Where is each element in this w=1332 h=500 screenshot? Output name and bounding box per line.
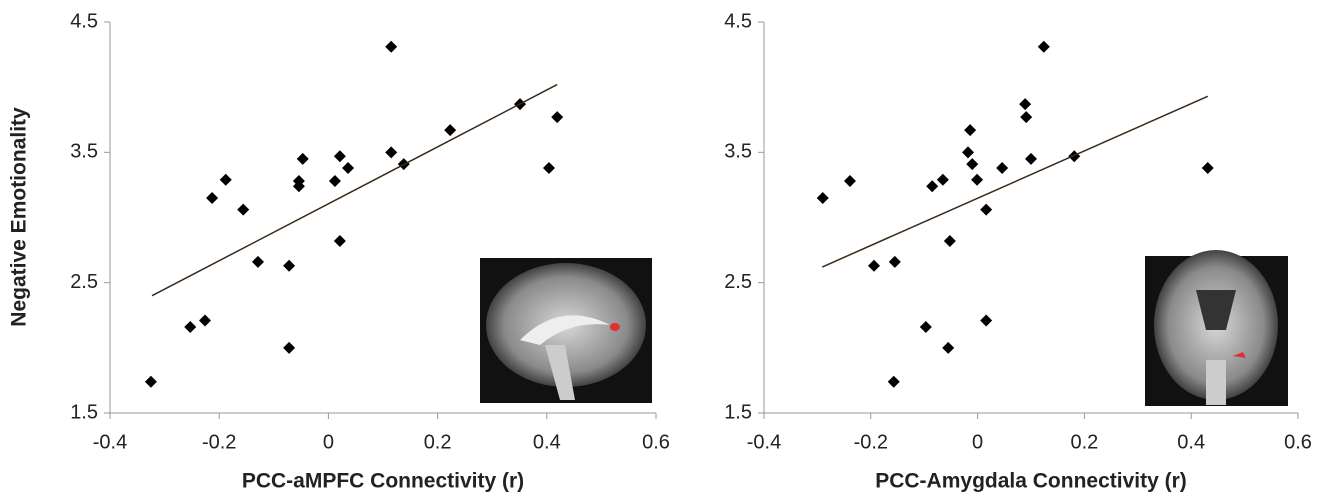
y-tick-label: 2.5 (724, 271, 752, 293)
x-tick-label: 0.2 (424, 431, 452, 453)
point (980, 204, 992, 216)
point (551, 111, 563, 123)
x-tick-label: -0.2 (854, 431, 888, 453)
y-tick-label: 3.5 (70, 141, 98, 163)
x-tick-label: 0.2 (1070, 431, 1098, 453)
point (937, 174, 949, 186)
point (297, 153, 309, 165)
point (889, 256, 901, 268)
trend-line (822, 96, 1208, 267)
y-tick-label: 2.5 (70, 271, 98, 293)
y-axis-title: Negative Emotionality (8, 107, 31, 327)
point (342, 162, 354, 174)
point (385, 146, 397, 158)
point (926, 180, 938, 192)
point (868, 260, 880, 272)
point (888, 376, 900, 388)
y-tick-label: 4.5 (724, 10, 752, 32)
point (971, 174, 983, 186)
x-tick-label: -0.4 (93, 431, 127, 453)
x-axis-title: PCC-Amygdala Connectivity (r) (875, 470, 1187, 493)
x-tick-label: 0.6 (642, 431, 670, 453)
point (817, 192, 829, 204)
point (1019, 98, 1031, 110)
point (944, 235, 956, 247)
x-tick-label: 0 (972, 431, 983, 453)
point (543, 162, 555, 174)
point (199, 314, 211, 326)
y-tick-label: 4.5 (70, 10, 98, 32)
x-tick-label: 0 (323, 431, 334, 453)
point (444, 124, 456, 136)
point (966, 158, 978, 170)
point (1025, 153, 1037, 165)
point (334, 235, 346, 247)
y-tick-label: 1.5 (724, 401, 752, 423)
point (920, 321, 932, 333)
point (942, 342, 954, 354)
point (1202, 162, 1214, 174)
point (964, 124, 976, 136)
point (237, 204, 249, 216)
point (145, 376, 157, 388)
point (996, 162, 1008, 174)
point (844, 175, 856, 187)
point (1038, 41, 1050, 53)
point (329, 175, 341, 187)
point (385, 41, 397, 53)
point (220, 174, 232, 186)
x-tick-label: 0.4 (1177, 431, 1205, 453)
point (334, 150, 346, 162)
point (283, 342, 295, 354)
point (1068, 150, 1080, 162)
inset-coronal (1145, 250, 1288, 406)
point (283, 260, 295, 272)
point (980, 314, 992, 326)
point (962, 146, 974, 158)
x-tick-label: -0.2 (202, 431, 236, 453)
y-tick-label: 1.5 (70, 401, 98, 423)
inset-sagittal (480, 258, 652, 403)
point (206, 192, 218, 204)
point (184, 321, 196, 333)
x-tick-label: -0.4 (747, 431, 781, 453)
x-axis-title: PCC-aMPFC Connectivity (r) (242, 470, 524, 493)
y-tick-label: 3.5 (724, 141, 752, 163)
x-tick-label: 0.4 (533, 431, 561, 453)
point (252, 256, 264, 268)
point (1020, 111, 1032, 123)
x-tick-label: 0.6 (1284, 431, 1312, 453)
figure: Negative Emotionality 1.5 2.5 3.5 4.5 -0.4 -0… (0, 0, 1332, 500)
